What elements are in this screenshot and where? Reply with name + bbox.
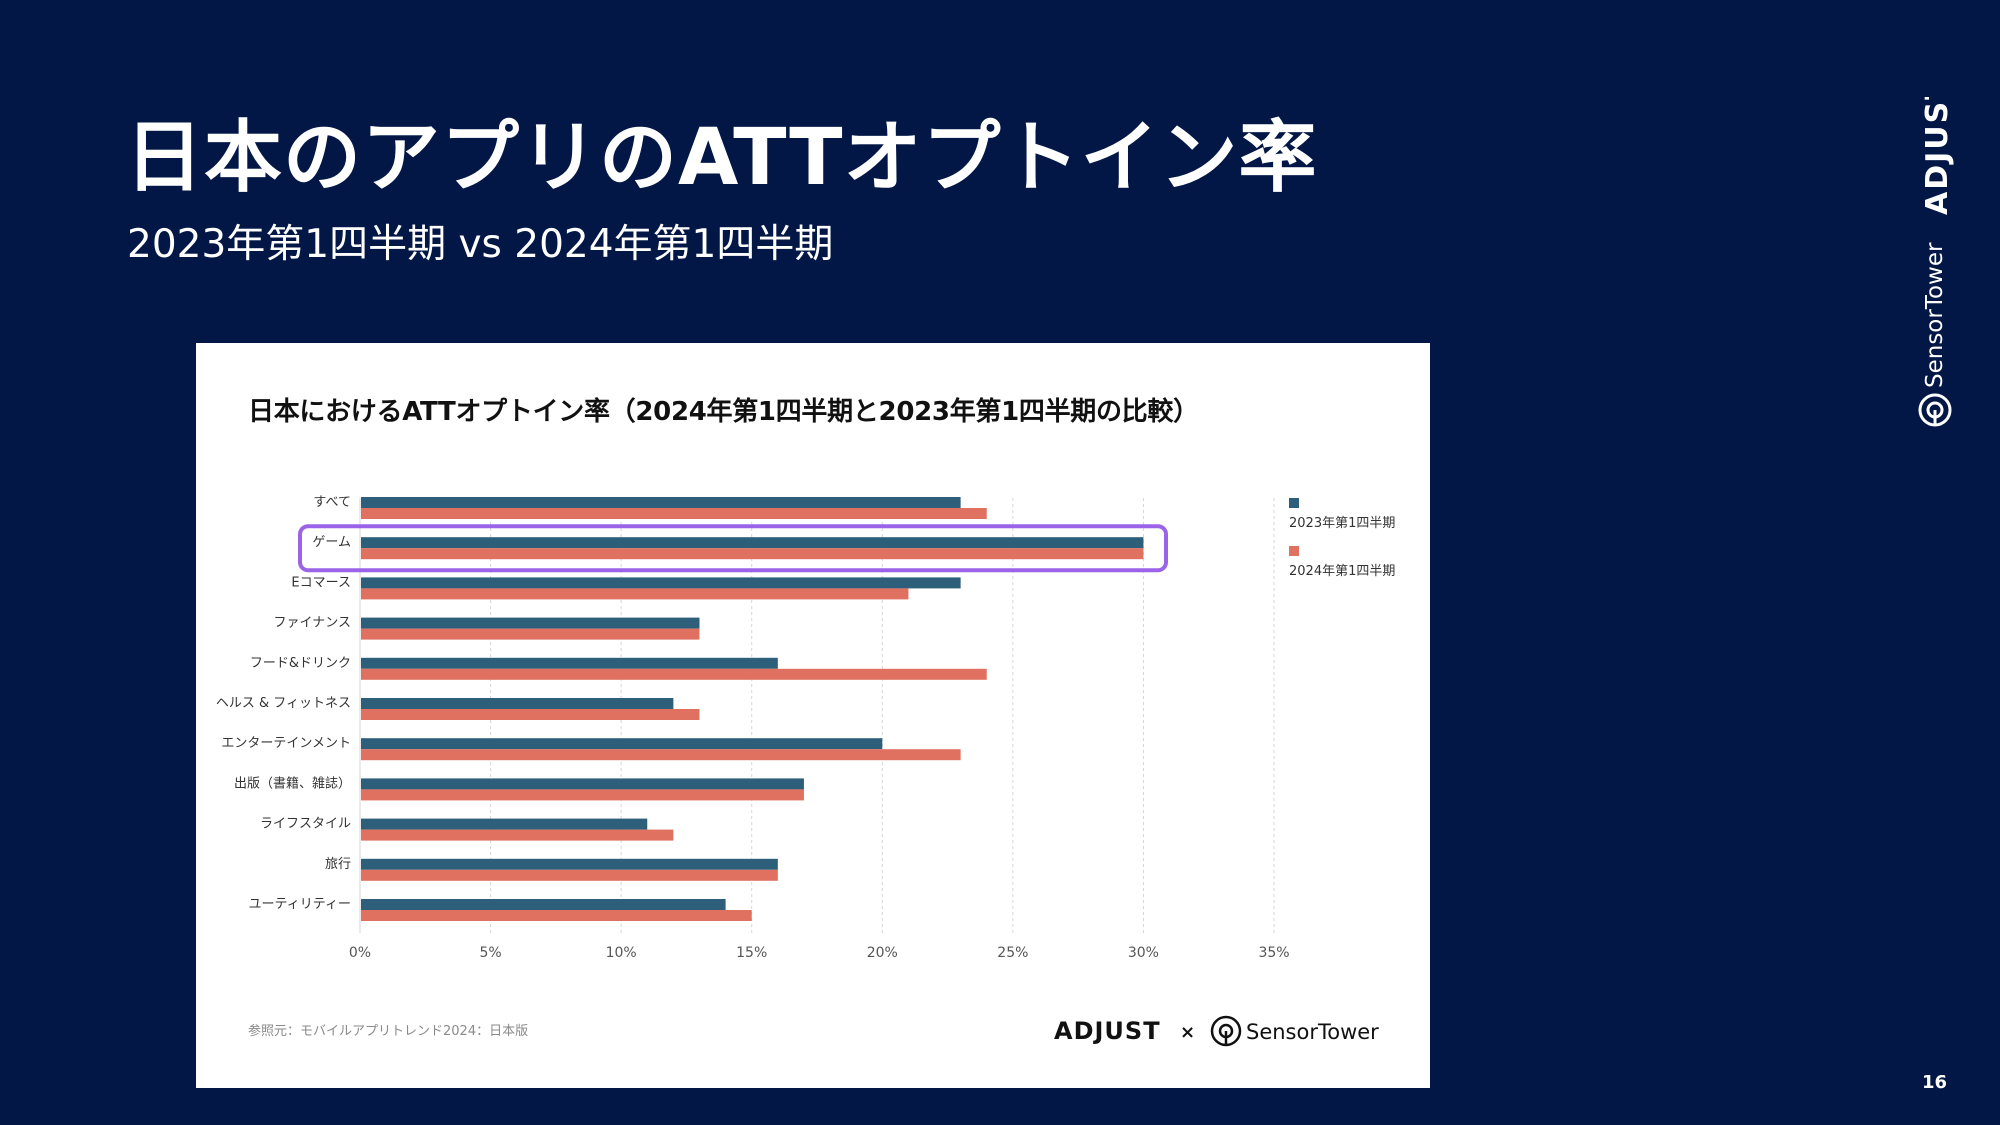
bar-series-1 <box>361 497 961 508</box>
footer-logos: ADJUST × SensorTower <box>1054 1015 1379 1047</box>
bar-series-1 <box>361 818 648 830</box>
bar-series-1 <box>361 738 883 750</box>
bar-series-2 <box>361 869 778 881</box>
chart-title: 日本におけるATTオプトイン率（2024年第1四半期と2023年第1四半期の比較… <box>248 397 1199 427</box>
x-tick-label: 5% <box>479 945 501 961</box>
legend-label: 2023年第1四半期 <box>1289 516 1396 531</box>
x-tick-label: 20% <box>867 945 898 961</box>
bar-series-1 <box>361 577 961 589</box>
slide-title: 日本のアプリのATTオプトイン率 <box>125 113 1318 203</box>
adjust-footer-logo: ADJUST <box>1054 1017 1161 1045</box>
bar-series-1 <box>361 617 700 629</box>
logo-separator: × <box>1180 1022 1195 1043</box>
slide-subtitle: 2023年第1四半期 vs 2024年第1四半期 <box>127 222 834 267</box>
x-tick-label: 15% <box>736 945 767 961</box>
x-tick-label: 25% <box>997 945 1028 961</box>
category-label: ヘルス & フィットネス <box>216 696 351 711</box>
sensortower-icon <box>1918 393 1952 427</box>
bar-series-2 <box>361 668 987 680</box>
bar-series-1 <box>361 537 1144 549</box>
category-label: 旅行 <box>325 857 351 872</box>
bar-series-2 <box>361 910 752 921</box>
category-label: ライフスタイル <box>260 817 351 832</box>
bar-series-1 <box>361 778 804 790</box>
bar-series-2 <box>361 548 1144 560</box>
bar-series-1 <box>361 858 778 870</box>
bar-series-2 <box>361 789 804 801</box>
category-label: エンターテインメント <box>221 736 351 751</box>
adjust-side-logo: ADJUST <box>1920 97 1955 215</box>
x-tick-label: 30% <box>1128 945 1159 961</box>
bar-series-2 <box>361 628 700 640</box>
bar-series-2 <box>361 749 961 761</box>
chart-card: 日本におけるATTオプトイン率（2024年第1四半期と2023年第1四半期の比較… <box>196 343 1430 1088</box>
source-note: 参照元：モバイルアプリトレンド2024：日本版 <box>248 1024 529 1039</box>
legend-label: 2024年第1四半期 <box>1289 564 1396 579</box>
x-tick-label: 35% <box>1258 945 1289 961</box>
bar-series-2 <box>361 709 700 720</box>
legend-swatch <box>1289 546 1299 556</box>
sensortower-footer-icon <box>1210 1015 1242 1047</box>
sensortower-side-logo: SensorTower <box>1918 242 1952 427</box>
sensortower-side-logo-text: SensorTower <box>1922 242 1948 388</box>
category-label: フード&ドリンク <box>250 656 351 671</box>
bar-series-1 <box>361 698 674 709</box>
bar-series-1 <box>361 657 778 669</box>
bar-series-2 <box>361 829 674 841</box>
bar-series-2 <box>361 588 909 600</box>
category-label: ファイナンス <box>274 616 351 631</box>
x-tick-label: 10% <box>606 945 637 961</box>
adjust-side-logo-text: ADJUST <box>1920 97 1955 215</box>
category-label: Eコマース <box>291 575 351 590</box>
category-label: 出版（書籍、雑誌） <box>234 775 351 791</box>
x-tick-label: 0% <box>349 945 371 961</box>
bar-series-1 <box>361 899 726 910</box>
highlight-box <box>298 524 1168 573</box>
page-number: 16 <box>1922 1072 1948 1093</box>
bar-series-2 <box>361 508 987 519</box>
category-label: ユーティリティー <box>249 897 351 912</box>
sensortower-footer-logo: SensorTower <box>1246 1020 1379 1044</box>
category-label: すべて <box>313 495 351 510</box>
legend-swatch <box>1289 498 1299 508</box>
category-label: ゲーム <box>312 535 351 550</box>
